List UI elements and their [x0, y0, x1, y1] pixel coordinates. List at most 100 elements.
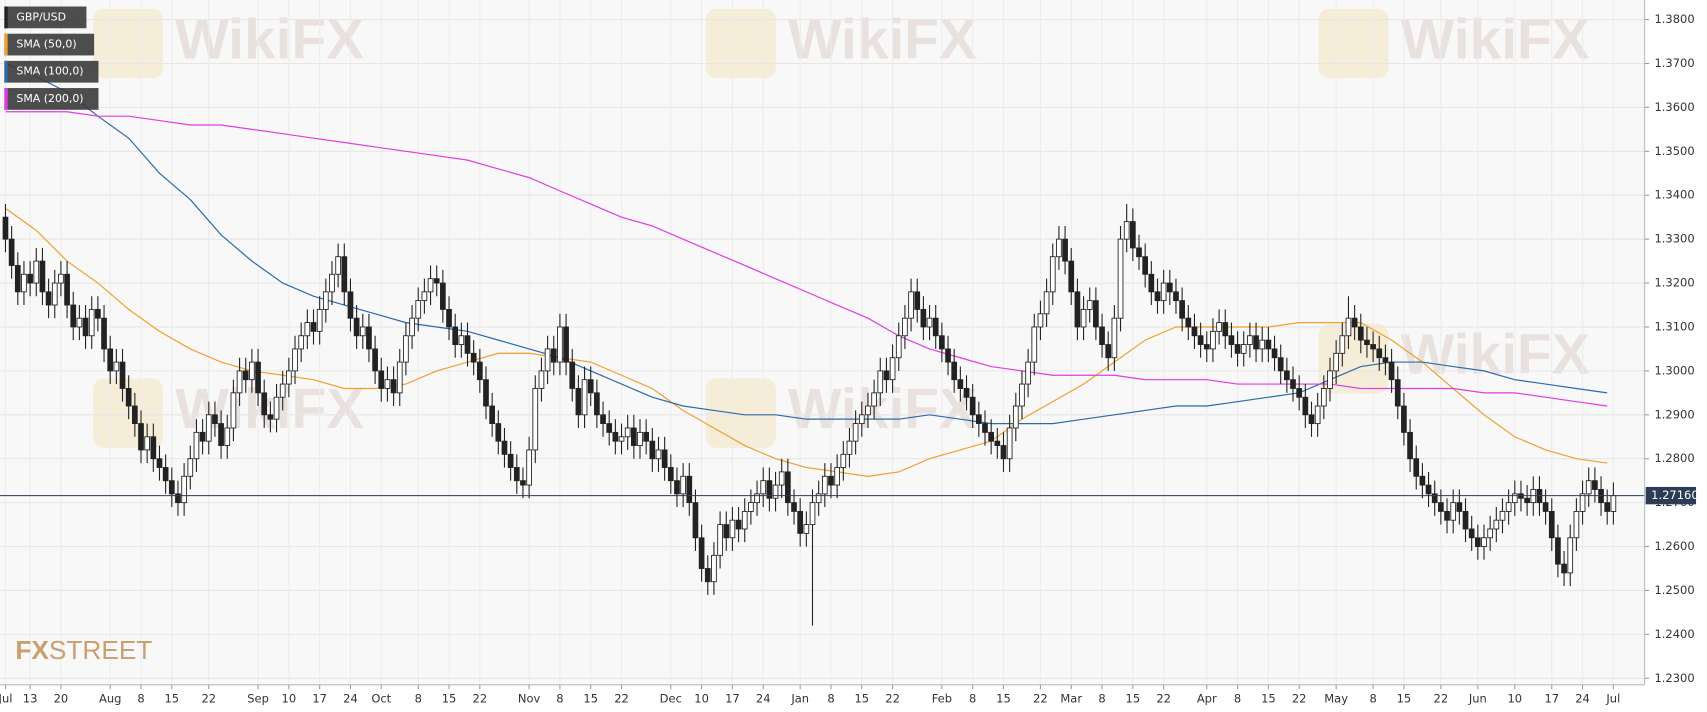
candle-body	[125, 388, 132, 407]
candle-body	[236, 370, 243, 394]
y-tick-label: 1.3600	[1654, 100, 1694, 114]
candle-body	[1105, 344, 1112, 359]
candle-body	[1290, 379, 1296, 389]
candle-body	[156, 458, 163, 468]
candle-body	[138, 423, 144, 451]
candle-body	[249, 361, 255, 381]
candle-body	[21, 273, 27, 293]
candle-body	[1277, 357, 1284, 372]
x-tick-label: 17	[1544, 691, 1559, 705]
candle-body	[982, 423, 988, 433]
candle-body	[64, 273, 70, 306]
candle-body	[273, 396, 280, 420]
candle-body	[618, 436, 625, 442]
last-price-box	[1645, 486, 1697, 505]
candle-body	[1308, 414, 1315, 425]
candle-body	[1284, 370, 1290, 381]
candle-body	[27, 273, 33, 284]
candle-body	[717, 524, 723, 556]
sma-line	[5, 62, 1608, 425]
candle-body	[889, 357, 896, 381]
x-tick-label: Nov	[518, 691, 541, 705]
candle-body	[446, 308, 452, 328]
candle-body	[212, 414, 218, 425]
candle-body	[150, 436, 157, 460]
candle-body	[957, 379, 964, 389]
candle-body	[1228, 335, 1235, 345]
candle-body	[489, 405, 495, 425]
candle-body	[1548, 510, 1555, 539]
candle-body	[1080, 308, 1087, 328]
candle-body	[969, 396, 976, 416]
candle-body	[88, 308, 95, 337]
candle-body	[538, 370, 545, 389]
candle-body	[895, 335, 902, 359]
x-tick-label: May	[1324, 691, 1348, 705]
x-tick-label: Mar	[1060, 691, 1082, 705]
candle-body	[113, 361, 120, 372]
candle-body	[865, 405, 871, 416]
candle-body	[766, 480, 773, 499]
candle-body	[501, 440, 508, 455]
candle-body	[1585, 480, 1592, 495]
candle-body	[1203, 344, 1210, 350]
candle-body	[1573, 510, 1580, 539]
candle-body	[1388, 361, 1395, 381]
watermark: WikiFX	[175, 9, 364, 72]
candle-body	[1407, 431, 1413, 460]
x-tick-label: Jan	[790, 691, 809, 705]
candle-body	[581, 379, 588, 416]
candle-body	[1043, 291, 1050, 315]
brand-fx: FX	[15, 635, 49, 665]
x-tick-label: Aug	[99, 691, 121, 705]
candle-body	[286, 370, 292, 385]
y-tick-label: 1.3000	[1654, 363, 1694, 377]
candle-body	[1524, 497, 1530, 504]
candle-body	[729, 519, 736, 539]
candles	[2, 204, 1617, 626]
candle-body	[1210, 330, 1216, 350]
candle-body	[1438, 502, 1444, 512]
candle-body	[624, 427, 631, 438]
candle-body	[939, 335, 945, 350]
candle-body	[1019, 383, 1025, 407]
candle-body	[785, 471, 791, 504]
x-tick-label: 24	[343, 691, 358, 705]
candle-body	[507, 453, 514, 468]
candle-body	[526, 449, 532, 486]
candle-body	[1296, 388, 1303, 398]
candle-body	[858, 414, 865, 425]
candle-body	[310, 322, 317, 332]
candle-body	[655, 449, 662, 460]
x-tick-label: 17	[725, 691, 740, 705]
candle-body	[828, 475, 834, 486]
candle-body	[1265, 339, 1272, 350]
candle-body	[698, 537, 705, 569]
candle-body	[821, 475, 828, 495]
legend-label: SMA (50,0)	[16, 38, 76, 51]
watermark-icon	[705, 8, 776, 79]
candle-body	[458, 335, 465, 345]
candle-body	[181, 475, 187, 504]
candle-body	[1234, 344, 1241, 354]
x-tick-label: 24	[1575, 691, 1590, 705]
candle-body	[557, 326, 563, 363]
candle-body	[748, 502, 754, 512]
candle-body	[1561, 563, 1567, 574]
x-tick-label: 13	[23, 691, 38, 705]
legend-swatch	[4, 60, 8, 83]
candle-body	[384, 379, 391, 389]
x-tick-label: 15	[1126, 691, 1141, 705]
legend-box	[4, 6, 87, 29]
candle-body	[1505, 502, 1512, 512]
x-tick-label: 22	[1434, 691, 1449, 705]
candle-body	[1037, 313, 1044, 328]
candle-body	[495, 423, 502, 442]
x-tick-label: 8	[827, 691, 834, 705]
candle-body	[550, 348, 557, 363]
x-tick-label: 15	[164, 691, 179, 705]
x-tick-label: 22	[1292, 691, 1307, 705]
x-tick-label: 8	[415, 691, 422, 705]
x-tick-label: 22	[885, 691, 900, 705]
candle-body	[1142, 256, 1149, 275]
